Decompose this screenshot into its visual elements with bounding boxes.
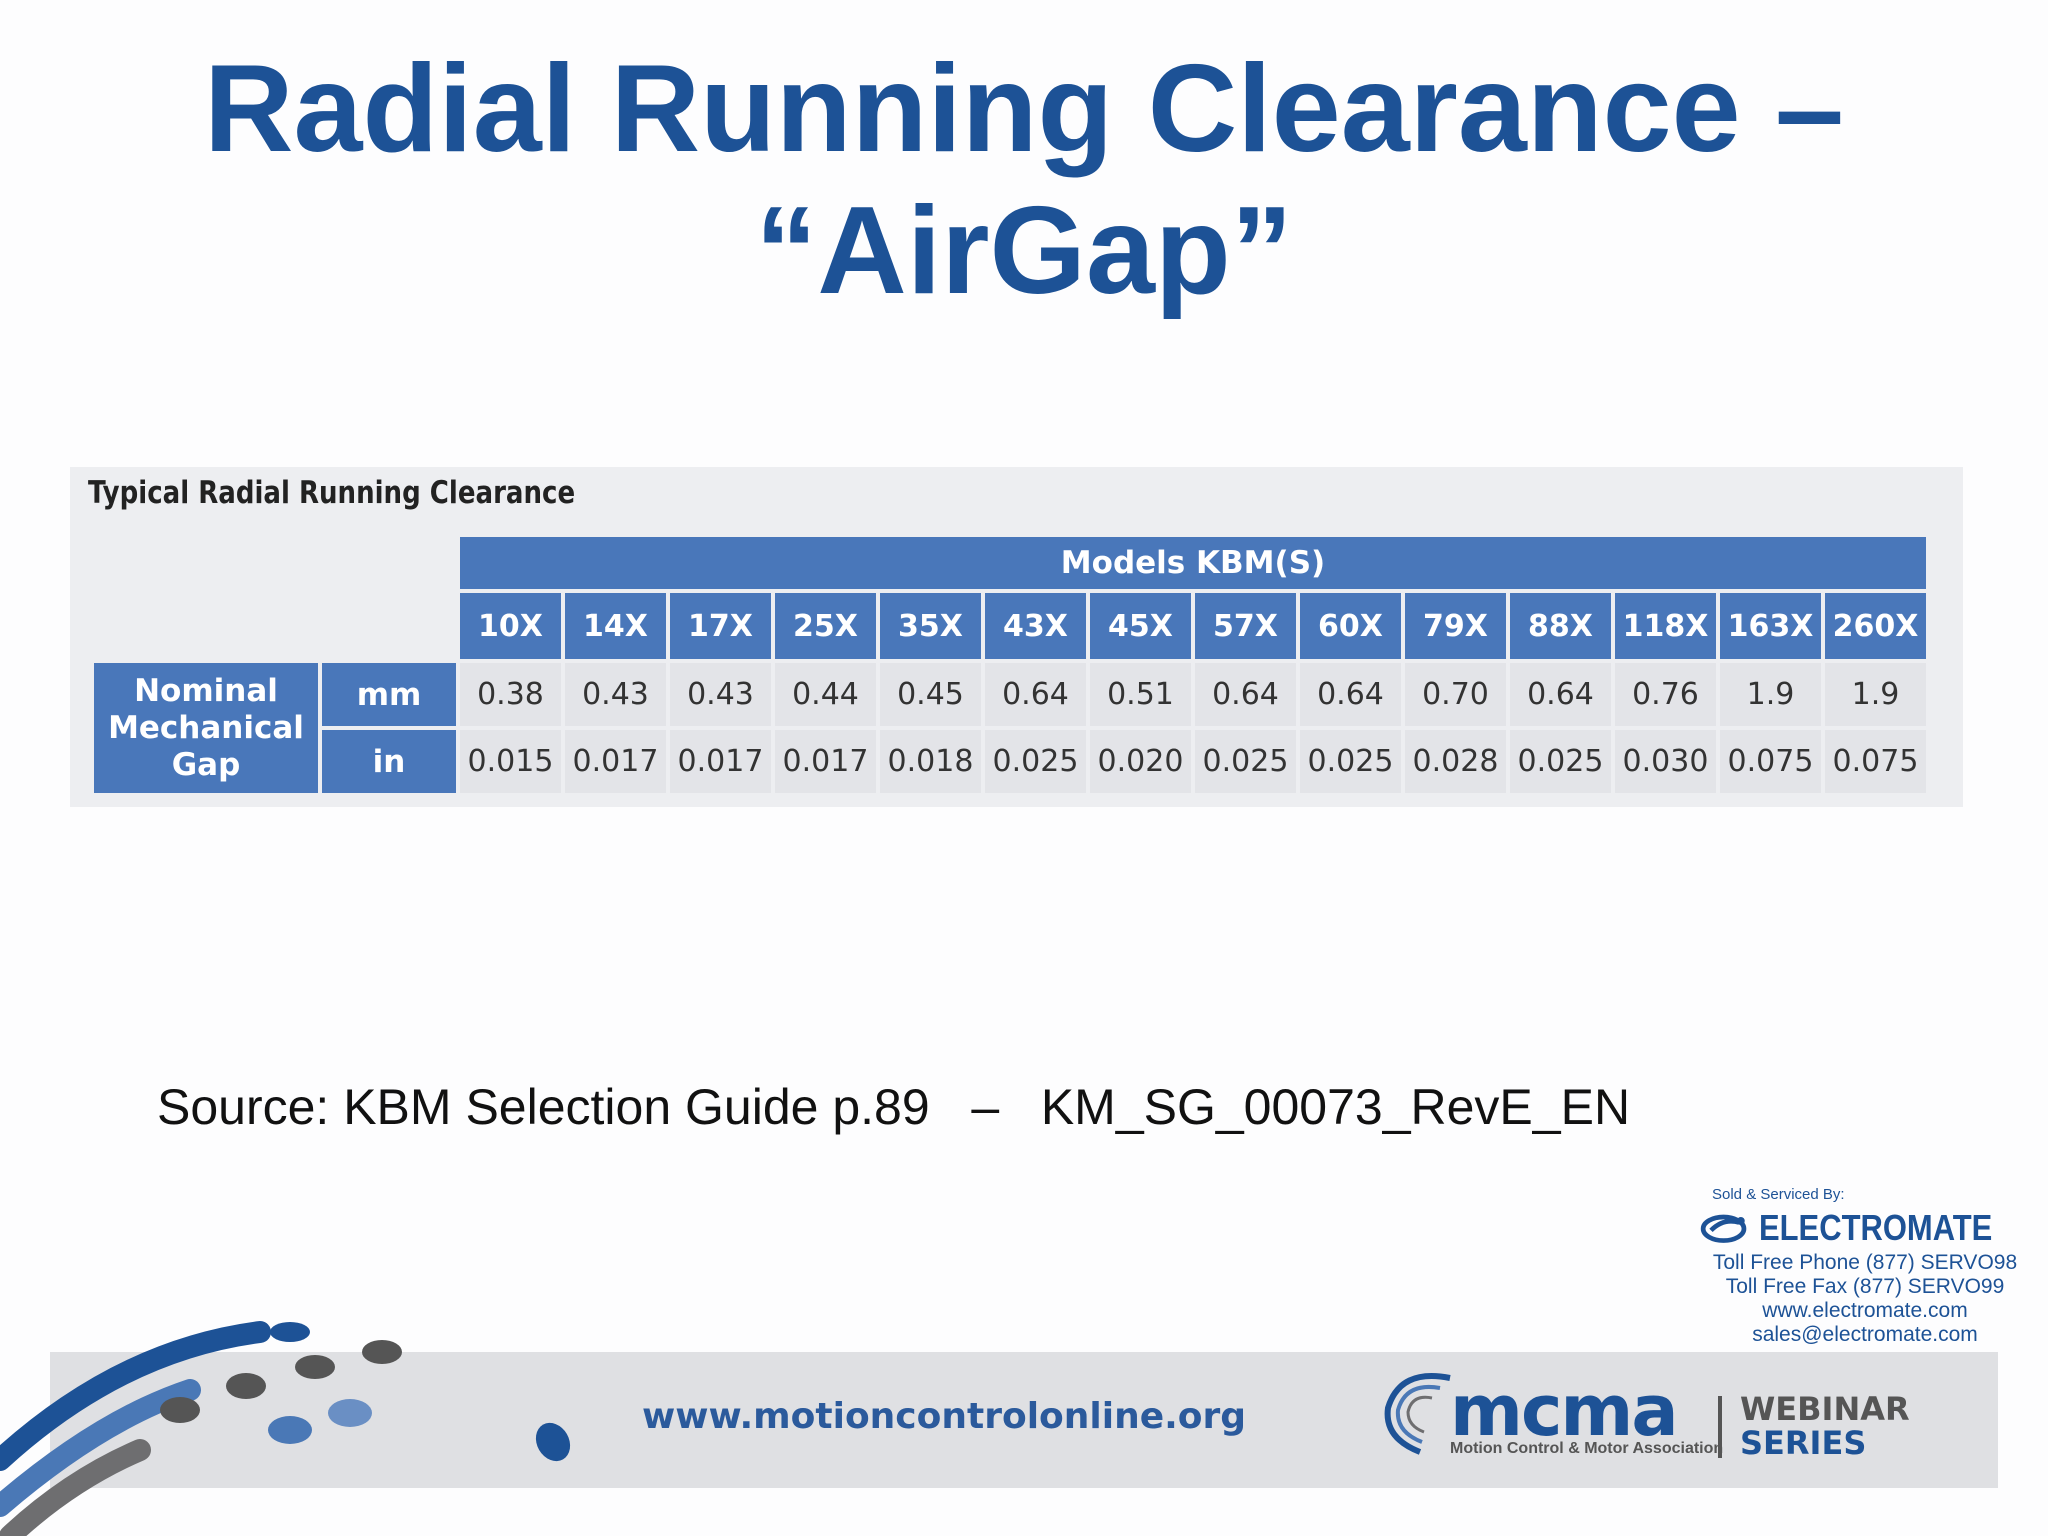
table-cell: 0.51 [1090, 663, 1191, 726]
model-header-163x: 163X [1720, 593, 1821, 659]
mcma-full-name: Motion Control & Motor Association [1450, 1440, 1724, 1457]
slide-title-line-1: Radial Running Clearance – [204, 40, 1844, 178]
toll-free-fax: Toll Free Fax (877) SERVO99 [1725, 1275, 2005, 1298]
unit-label-in: in [322, 730, 456, 793]
toll-free-phone: Toll Free Phone (877) SERVO98 [1712, 1251, 2018, 1274]
table-cell: 0.025 [1300, 730, 1401, 793]
table-cell: 0.015 [460, 730, 561, 793]
footer-website[interactable]: www.motioncontrolonline.org [642, 1396, 1247, 1437]
table-cell: 0.018 [880, 730, 981, 793]
source-citation: Source: KBM Selection Guide p.89 – KM_SG… [157, 1079, 1631, 1135]
model-header-79x: 79X [1405, 593, 1506, 659]
distributor-website[interactable]: www.electromate.com [1762, 1299, 1968, 1322]
model-header-17x: 17X [670, 593, 771, 659]
mcma-wordmark: mcma [1450, 1370, 1679, 1452]
model-header-43x: 43X [985, 593, 1086, 659]
footer-divider [1718, 1396, 1722, 1458]
table-row-mm: Nominal Mechanical Gap mm 0.38 0.43 0.43 0.44 0.… [94, 663, 1926, 793]
model-header-260x: 260X [1825, 593, 1926, 659]
clearance-table: Models KBM(S) 10X 14X 17X 25X 35X 43X 45X 57X 60… [90, 533, 1930, 797]
table-cell: 0.017 [565, 730, 666, 793]
table-cell: 0.025 [1510, 730, 1611, 793]
webinar-text: WEBINAR [1740, 1390, 1910, 1428]
table-row-in: in 0.015 0.017 0.017 0.017 0.018 0.025 0.020 0.0… [94, 730, 1926, 793]
clearance-table-panel: Typical Radial Running Clearance Models … [70, 467, 1963, 807]
table-cell: 0.44 [775, 663, 876, 726]
table-cell: 0.64 [1195, 663, 1296, 726]
table-cell: 0.075 [1720, 730, 1821, 793]
row-header-line: Gap [171, 746, 241, 783]
model-header-88x: 88X [1510, 593, 1611, 659]
table-cell: 0.76 [1615, 663, 1716, 726]
table-cell: 0.64 [1510, 663, 1611, 726]
mcma-globe-icon [1384, 1373, 1451, 1455]
slide-title: Radial Running Clearance – “AirGap” [0, 38, 2048, 322]
row-header-nominal-mechanical-gap: Nominal Mechanical Gap [94, 663, 318, 793]
electromate-swirl-icon [1700, 1214, 1747, 1243]
blank-corner [94, 593, 456, 659]
distributor-block: Sold & Serviced By: ELECTROMATE Toll Fre… [1700, 1186, 2030, 1347]
table-cell: 0.020 [1090, 730, 1191, 793]
blank-corner [94, 537, 456, 589]
model-header-14x: 14X [565, 593, 666, 659]
sold-by-label: Sold & Serviced By: [1712, 1186, 1845, 1203]
table-cell: 0.075 [1825, 730, 1926, 793]
table-cell: 0.38 [460, 663, 561, 726]
webinar-series-label: WEBINAR SERIES [1740, 1392, 1910, 1460]
model-header-35x: 35X [880, 593, 981, 659]
series-text: SERIES [1740, 1424, 1867, 1462]
row-header-line: Mechanical [108, 709, 304, 746]
model-header-row: 10X 14X 17X 25X 35X 43X 45X 57X 60X 79X 88X 118X 163… [94, 593, 1926, 659]
table-cell: 0.64 [985, 663, 1086, 726]
table-caption: Typical Radial Running Clearance [88, 475, 576, 511]
table-cell: 0.43 [565, 663, 666, 726]
model-header-57x: 57X [1195, 593, 1296, 659]
footer-band [50, 1352, 1998, 1488]
electromate-name: ELECTROMATE [1758, 1207, 1993, 1248]
table-cell: 0.030 [1615, 730, 1716, 793]
table-cell: 0.017 [670, 730, 771, 793]
band-row: Models KBM(S) [94, 537, 1926, 589]
model-header-60x: 60X [1300, 593, 1401, 659]
table-cell: 0.028 [1405, 730, 1506, 793]
slide-title-line-2: “AirGap” [755, 182, 1293, 320]
table-cell: 0.43 [670, 663, 771, 726]
model-header-25x: 25X [775, 593, 876, 659]
table-cell: 1.9 [1825, 663, 1926, 726]
table-cell: 0.025 [985, 730, 1086, 793]
table-cell: 0.025 [1195, 730, 1296, 793]
distributor-email[interactable]: sales@electromate.com [1752, 1323, 1978, 1346]
model-header-10x: 10X [460, 593, 561, 659]
table-cell: 0.017 [775, 730, 876, 793]
table-cell: 0.45 [880, 663, 981, 726]
swoosh-dots-graphic [0, 1321, 571, 1536]
unit-label-mm: mm [322, 663, 456, 726]
models-band-header: Models KBM(S) [460, 537, 1926, 589]
row-header-line: Nominal [134, 672, 278, 709]
table-cell: 0.64 [1300, 663, 1401, 726]
table-cell: 1.9 [1720, 663, 1821, 726]
table-cell: 0.70 [1405, 663, 1506, 726]
model-header-45x: 45X [1090, 593, 1191, 659]
model-header-118x: 118X [1615, 593, 1716, 659]
electromate-logo: ELECTROMATE [1700, 1205, 2030, 1251]
